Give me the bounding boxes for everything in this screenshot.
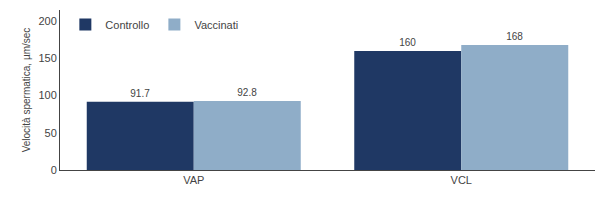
svg-text:168: 168 xyxy=(506,31,523,42)
svg-text:92.8: 92.8 xyxy=(237,87,257,98)
svg-text:160: 160 xyxy=(399,37,416,48)
svg-text:91.7: 91.7 xyxy=(130,88,150,99)
svg-text:Velocità spermatica, µm/sec: Velocità spermatica, µm/sec xyxy=(21,28,32,153)
svg-text:VCL: VCL xyxy=(451,174,472,186)
svg-text:150: 150 xyxy=(38,52,56,64)
svg-text:200: 200 xyxy=(38,15,56,27)
svg-text:VAP: VAP xyxy=(183,174,204,186)
svg-text:Controllo: Controllo xyxy=(105,19,149,31)
svg-text:100: 100 xyxy=(38,89,56,101)
svg-text:0: 0 xyxy=(51,164,57,176)
svg-text:50: 50 xyxy=(45,127,57,139)
svg-text:Vaccinati: Vaccinati xyxy=(194,19,238,31)
